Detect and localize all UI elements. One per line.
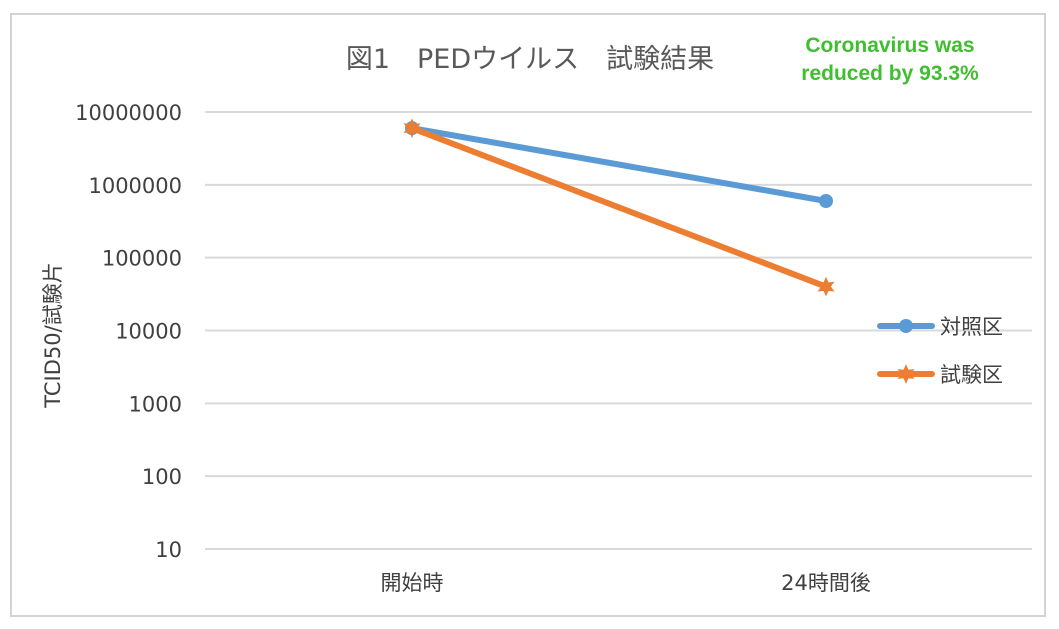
data-point bbox=[403, 118, 421, 139]
y-tick-label: 100 bbox=[142, 465, 182, 489]
x-tick-label: 24時間後 bbox=[781, 571, 871, 595]
chart-title: 図1 PEDウイルス 試験結果 bbox=[346, 44, 714, 75]
y-axis-label: TCID50/試験片 bbox=[41, 262, 65, 408]
legend-label: 試験区 bbox=[940, 363, 1003, 387]
annotation-line-2: reduced by 93.3% bbox=[801, 62, 979, 85]
y-tick-label: 1000 bbox=[129, 392, 182, 416]
series-0 bbox=[405, 121, 833, 208]
gridlines bbox=[205, 111, 1032, 550]
annotation-line-1: Coronavirus was bbox=[805, 34, 974, 57]
y-tick-label: 10000000 bbox=[75, 101, 182, 125]
legend-marker bbox=[897, 364, 915, 384]
y-tick-label: 1000000 bbox=[88, 174, 182, 198]
series-line bbox=[409, 125, 829, 290]
y-tick-label: 10000 bbox=[115, 320, 182, 344]
data-point bbox=[819, 193, 833, 208]
x-tick-label: 開始時 bbox=[381, 571, 444, 595]
legend-label: 対照区 bbox=[940, 315, 1003, 339]
series-line bbox=[409, 125, 829, 204]
y-tick-labels: 10000000 1000000 100000 10000 1000 100 10 bbox=[75, 101, 182, 562]
y-tick-label: 10 bbox=[155, 538, 182, 562]
series-1 bbox=[403, 118, 835, 297]
x-tick-labels: 開始時 24時間後 bbox=[381, 571, 871, 595]
chart-frame bbox=[10, 13, 1046, 617]
y-tick-label: 100000 bbox=[102, 247, 182, 271]
series-lines bbox=[403, 118, 835, 297]
data-point bbox=[817, 276, 835, 297]
legend-marker bbox=[899, 319, 913, 333]
